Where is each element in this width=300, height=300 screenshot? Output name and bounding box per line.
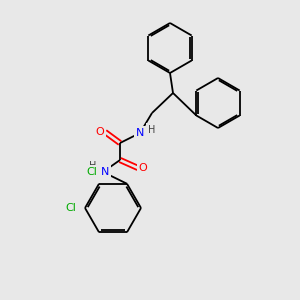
Text: N: N [136,128,144,138]
Text: H: H [89,161,97,171]
Text: O: O [139,163,147,173]
Text: Cl: Cl [87,167,98,177]
Text: Cl: Cl [66,203,76,213]
Text: N: N [101,167,109,177]
Text: O: O [96,127,104,137]
Text: H: H [148,125,156,135]
